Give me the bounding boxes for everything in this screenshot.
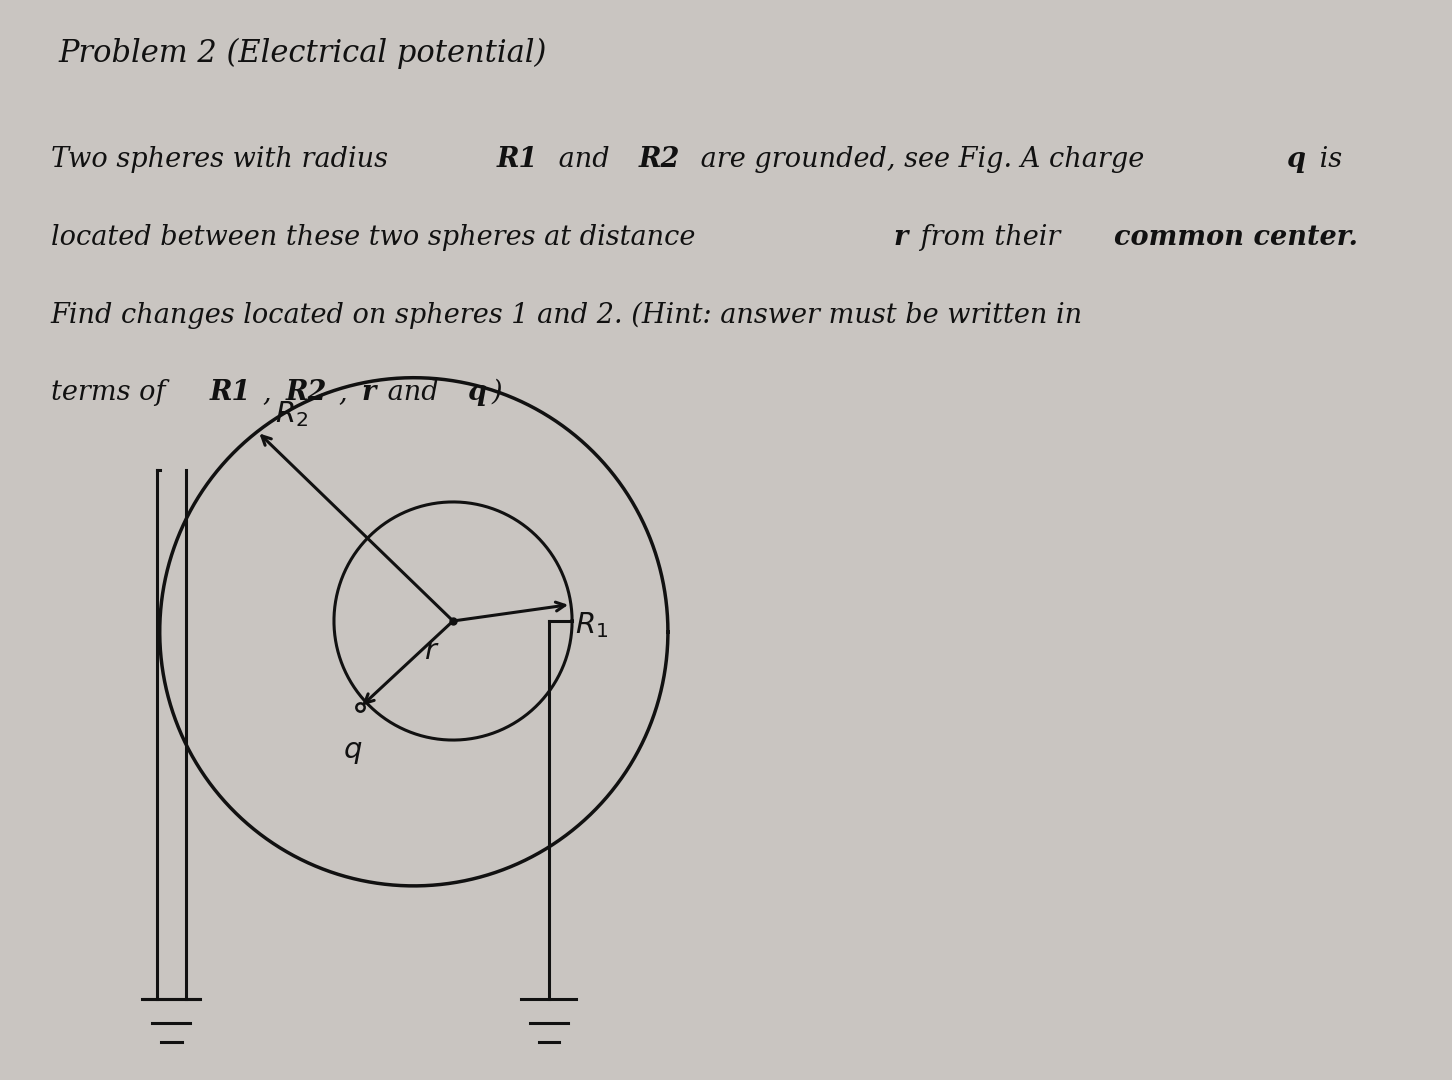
Text: are grounded, see Fig. A charge: are grounded, see Fig. A charge bbox=[691, 146, 1153, 173]
Text: $R_2$: $R_2$ bbox=[274, 400, 308, 430]
Text: Problem 2 (Electrical potential): Problem 2 (Electrical potential) bbox=[58, 38, 546, 69]
Text: R2: R2 bbox=[639, 146, 680, 173]
Text: $R_1$: $R_1$ bbox=[575, 610, 608, 639]
Text: is: is bbox=[1311, 146, 1342, 173]
Text: R1: R1 bbox=[209, 379, 251, 406]
Text: located between these two spheres at distance: located between these two spheres at dis… bbox=[51, 224, 704, 251]
Text: from their: from their bbox=[912, 224, 1069, 251]
Text: and: and bbox=[550, 146, 619, 173]
Text: q: q bbox=[1286, 146, 1305, 173]
Text: common center.: common center. bbox=[1114, 224, 1359, 251]
Text: ,: , bbox=[338, 379, 356, 406]
Text: q: q bbox=[468, 379, 486, 406]
Text: $r$: $r$ bbox=[424, 637, 440, 665]
Text: Find changes located on spheres 1 and 2. (Hint: answer must be written in: Find changes located on spheres 1 and 2.… bbox=[51, 301, 1083, 328]
Text: ,: , bbox=[263, 379, 280, 406]
Text: Two spheres with radius: Two spheres with radius bbox=[51, 146, 396, 173]
Text: ): ) bbox=[492, 379, 502, 406]
Text: terms of: terms of bbox=[51, 379, 174, 406]
Text: and: and bbox=[379, 379, 447, 406]
Text: R1: R1 bbox=[497, 146, 539, 173]
Text: r: r bbox=[362, 379, 375, 406]
Text: $q$: $q$ bbox=[343, 738, 363, 766]
Text: r: r bbox=[893, 224, 908, 251]
Text: R2: R2 bbox=[286, 379, 327, 406]
